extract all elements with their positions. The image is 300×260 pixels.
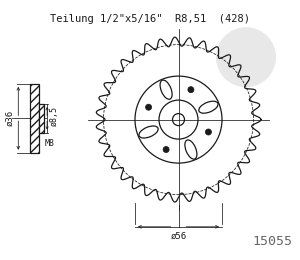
Circle shape: [216, 27, 276, 87]
Text: ø8,5: ø8,5: [50, 106, 59, 126]
Text: ø36: ø36: [5, 110, 14, 126]
Circle shape: [206, 129, 212, 135]
Bar: [30, 84, 39, 153]
Circle shape: [188, 87, 194, 93]
Circle shape: [146, 104, 152, 110]
Text: 15055: 15055: [252, 235, 292, 248]
Text: Teilung 1/2"x5/16"  R8,51  (428): Teilung 1/2"x5/16" R8,51 (428): [50, 14, 250, 24]
Circle shape: [163, 147, 169, 153]
Bar: [30, 84, 39, 153]
Bar: [39, 104, 44, 133]
Text: ø56: ø56: [170, 232, 187, 241]
Bar: [39, 104, 44, 133]
Text: M8: M8: [44, 139, 54, 148]
